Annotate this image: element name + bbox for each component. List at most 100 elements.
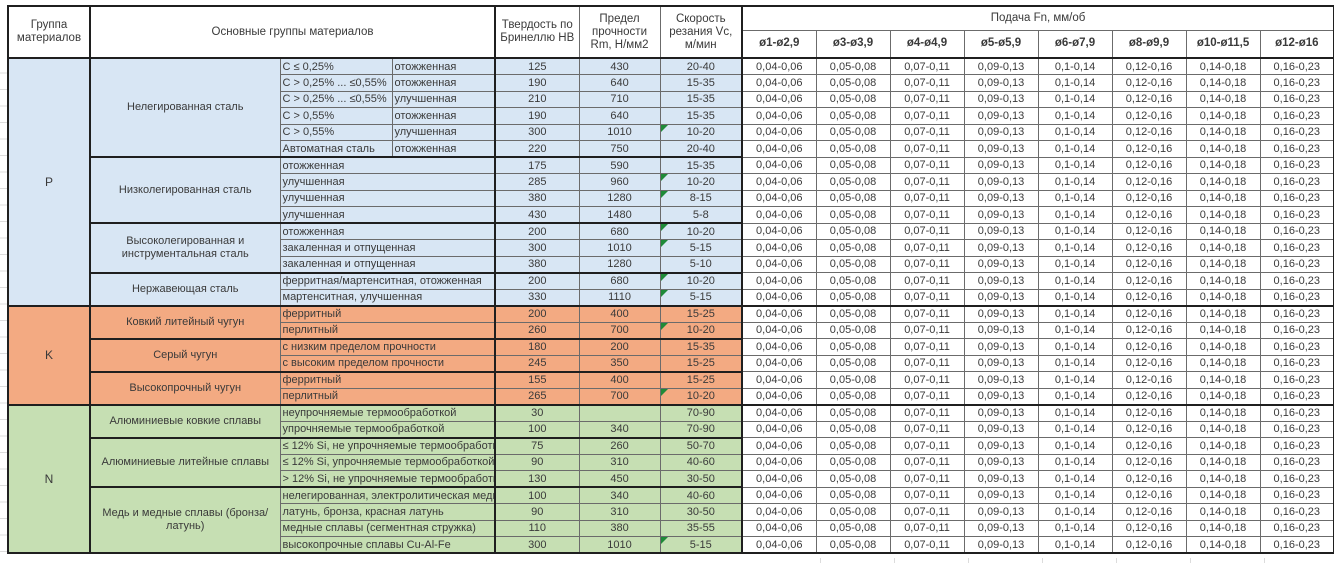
cell-feed-value: 0,09-0,13 bbox=[963, 420, 1039, 438]
comment-marker-icon bbox=[661, 224, 668, 231]
cell-cutting-speed-vc: 15-35 bbox=[659, 90, 743, 108]
cell-feed-value: 0,14-0,18 bbox=[1185, 107, 1261, 125]
cell-feed-value: 0,1-0,14 bbox=[1037, 90, 1113, 108]
cell-feed-value: 0,09-0,13 bbox=[963, 371, 1039, 389]
cell-feed-value: 0,07-0,11 bbox=[889, 536, 965, 554]
cell-subgroup-name: Высокопрочный чугун bbox=[89, 371, 281, 406]
cell-feed-value: 0,04-0,06 bbox=[741, 305, 817, 323]
cell-feed-value: 0,07-0,11 bbox=[889, 156, 965, 174]
cell-feed-value: 0,1-0,14 bbox=[1037, 519, 1113, 537]
cell-feed-value: 0,12-0,16 bbox=[1111, 107, 1187, 125]
cell-feed-value: 0,1-0,14 bbox=[1037, 123, 1113, 141]
cell-feed-value: 0,16-0,23 bbox=[1259, 288, 1334, 307]
cell-feed-value: 0,12-0,16 bbox=[1111, 453, 1187, 471]
cell-feed-value: 0,09-0,13 bbox=[963, 486, 1039, 504]
cell-description: ферритная/мартенситная, отожженная bbox=[279, 272, 496, 290]
cell-feed-value: 0,16-0,23 bbox=[1259, 206, 1334, 224]
cell-feed-value: 0,05-0,08 bbox=[815, 140, 891, 158]
cell-feed-value: 0,05-0,08 bbox=[815, 305, 891, 323]
cell-feed-value: 0,04-0,06 bbox=[741, 90, 817, 108]
cell-feed-value: 0,14-0,18 bbox=[1185, 536, 1261, 554]
cell-subgroup-name: Высоколегированная и инструментальная ст… bbox=[89, 222, 281, 274]
cell-feed-value: 0,05-0,08 bbox=[815, 503, 891, 521]
cell-feed-value: 0,14-0,18 bbox=[1185, 486, 1261, 504]
cell-strength-rm: 400 bbox=[578, 371, 661, 389]
cell-strength-rm: 750 bbox=[578, 140, 661, 158]
cell-feed-value: 0,1-0,14 bbox=[1037, 437, 1113, 455]
cell-feed-value: 0,09-0,13 bbox=[963, 470, 1039, 488]
cell-feed-value: 0,07-0,11 bbox=[889, 57, 965, 75]
cell-feed-value: 0,16-0,23 bbox=[1259, 90, 1334, 108]
cell-feed-value: 0,09-0,13 bbox=[963, 305, 1039, 323]
cell-subgroup-name: Алюминиевые ковкие сплавы bbox=[89, 404, 281, 439]
cell-feed-value: 0,12-0,16 bbox=[1111, 338, 1187, 356]
cell-feed-value: 0,05-0,08 bbox=[815, 437, 891, 455]
cell-cutting-speed-vc: 40-60 bbox=[659, 486, 743, 504]
cell-feed-value: 0,04-0,06 bbox=[741, 371, 817, 389]
header-cutting-speed: Скорость резания Vc, м/мин bbox=[659, 5, 743, 59]
cell-feed-value: 0,16-0,23 bbox=[1259, 371, 1334, 389]
cell-description: C > 0,55% bbox=[279, 123, 393, 141]
cell-cutting-speed-vc: 35-55 bbox=[659, 519, 743, 537]
cell-feed-value: 0,04-0,06 bbox=[741, 189, 817, 207]
cell-description: ферритный bbox=[279, 371, 496, 389]
cell-feed-value: 0,04-0,06 bbox=[741, 156, 817, 174]
cell-strength-rm: 1480 bbox=[578, 206, 661, 224]
cell-feed-value: 0,09-0,13 bbox=[963, 387, 1039, 406]
cell-cutting-speed-vc: 10-20 bbox=[659, 222, 743, 240]
cell-cutting-speed-vc: 5-15 bbox=[659, 536, 743, 554]
cell-feed-value: 0,07-0,11 bbox=[889, 387, 965, 406]
cell-feed-value: 0,1-0,14 bbox=[1037, 470, 1113, 488]
cell-feed-value: 0,16-0,23 bbox=[1259, 486, 1334, 504]
cell-feed-value: 0,04-0,06 bbox=[741, 272, 817, 290]
cell-feed-value: 0,05-0,08 bbox=[815, 321, 891, 339]
cell-feed-value: 0,09-0,13 bbox=[963, 321, 1039, 339]
cell-feed-value: 0,05-0,08 bbox=[815, 470, 891, 488]
cell-feed-value: 0,1-0,14 bbox=[1037, 387, 1113, 406]
cell-feed-value: 0,14-0,18 bbox=[1185, 288, 1261, 307]
cell-feed-value: 0,16-0,23 bbox=[1259, 519, 1334, 537]
cell-cutting-speed-vc: 5-15 bbox=[659, 288, 743, 307]
cell-feed-value: 0,04-0,06 bbox=[741, 321, 817, 339]
cell-feed-value: 0,1-0,14 bbox=[1037, 404, 1113, 422]
cell-hardness-hb: 190 bbox=[494, 74, 580, 92]
cell-feed-value: 0,14-0,18 bbox=[1185, 173, 1261, 191]
cell-feed-value: 0,05-0,08 bbox=[815, 354, 891, 372]
cell-subgroup-name: Серый чугун bbox=[89, 338, 281, 373]
cell-description: закаленная и отпущенная bbox=[279, 255, 496, 274]
cell-feed-value: 0,04-0,06 bbox=[741, 107, 817, 125]
cell-feed-value: 0,07-0,11 bbox=[889, 371, 965, 389]
cell-feed-value: 0,09-0,13 bbox=[963, 404, 1039, 422]
cell-feed-value: 0,04-0,06 bbox=[741, 57, 817, 75]
cell-hardness-hb: 200 bbox=[494, 222, 580, 240]
cell-feed-value: 0,04-0,06 bbox=[741, 519, 817, 537]
cell-feed-value: 0,16-0,23 bbox=[1259, 404, 1334, 422]
cell-feed-value: 0,09-0,13 bbox=[963, 354, 1039, 372]
header-diameter-range-2: ø3-ø3,9 bbox=[815, 29, 891, 59]
cell-feed-value: 0,07-0,11 bbox=[889, 503, 965, 521]
cell-feed-value: 0,07-0,11 bbox=[889, 420, 965, 438]
cell-description: отожженная bbox=[279, 156, 496, 174]
cell-feed-value: 0,05-0,08 bbox=[815, 90, 891, 108]
cell-feed-value: 0,14-0,18 bbox=[1185, 222, 1261, 240]
cell-feed-value: 0,07-0,11 bbox=[889, 288, 965, 307]
cell-feed-value: 0,09-0,13 bbox=[963, 437, 1039, 455]
cell-feed-value: 0,16-0,23 bbox=[1259, 239, 1334, 257]
cell-feed-value: 0,09-0,13 bbox=[963, 123, 1039, 141]
cell-feed-value: 0,14-0,18 bbox=[1185, 206, 1261, 224]
cell-feed-value: 0,1-0,14 bbox=[1037, 536, 1113, 554]
cell-cutting-speed-vc: 70-90 bbox=[659, 420, 743, 439]
cell-hardness-hb: 265 bbox=[494, 387, 580, 406]
cell-feed-value: 0,07-0,11 bbox=[889, 189, 965, 207]
cell-feed-value: 0,16-0,23 bbox=[1259, 321, 1334, 339]
cell-feed-value: 0,04-0,06 bbox=[741, 74, 817, 92]
cell-feed-value: 0,16-0,23 bbox=[1259, 156, 1334, 174]
cell-strength-rm: 960 bbox=[578, 173, 661, 191]
header-diameter-range-8: ø12-ø16 bbox=[1259, 29, 1334, 59]
cell-feed-value: 0,1-0,14 bbox=[1037, 503, 1113, 521]
cell-feed-value: 0,12-0,16 bbox=[1111, 272, 1187, 290]
cell-strength-rm: 400 bbox=[578, 305, 661, 323]
cell-cutting-speed-vc: 10-20 bbox=[659, 173, 743, 191]
cell-feed-value: 0,12-0,16 bbox=[1111, 519, 1187, 537]
cell-feed-value: 0,12-0,16 bbox=[1111, 503, 1187, 521]
